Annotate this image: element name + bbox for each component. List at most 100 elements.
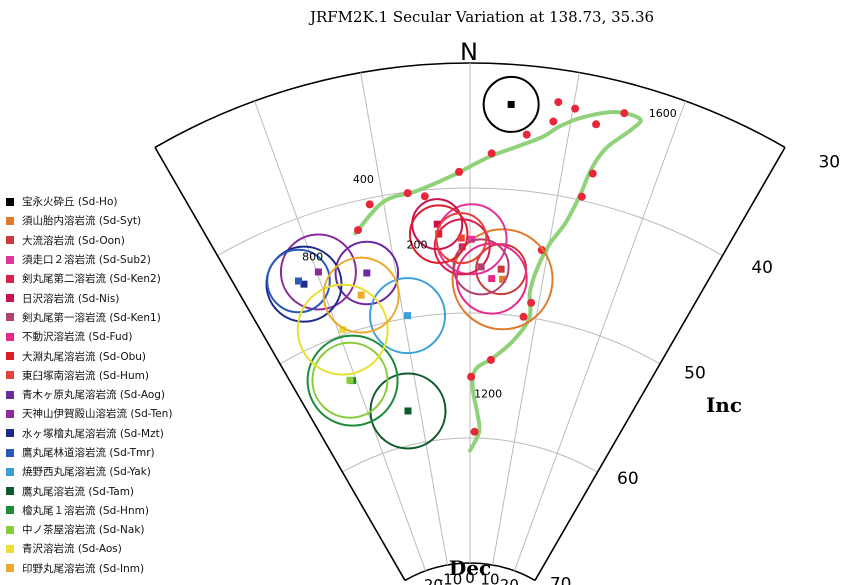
curve-point — [527, 298, 536, 307]
legend-swatch — [6, 332, 14, 341]
age-label-layer: 1600 400 800 200 1200 — [302, 107, 677, 400]
curve-point — [487, 149, 496, 158]
curve-point — [403, 189, 412, 198]
curve-point — [470, 427, 479, 436]
legend-item: 中ノ茶屋溶岩流 (Sd-Nak) — [6, 520, 172, 539]
legend-item: 宝永火砕丘 (Sd-Ho) — [6, 192, 172, 211]
secular-variation-curve — [353, 98, 643, 453]
legend-swatch — [6, 371, 14, 380]
legend-swatch — [6, 448, 14, 457]
inc-tick-label: 50 — [684, 364, 706, 384]
site-mean-marker — [357, 291, 365, 299]
legend: 宝永火砕丘 (Sd-Ho) 須山胎内溶岩流 (Sd-Syt) 大流溶岩流 (Sd-O… — [6, 192, 172, 578]
legend-item: 鷹丸尾林道溶岩流 (Sd-Tmr) — [6, 443, 172, 462]
site-mean-marker — [497, 265, 505, 273]
curve-point — [592, 120, 601, 129]
curve-point — [420, 192, 429, 201]
site-a95-circle — [334, 240, 400, 306]
site-a95-circle — [296, 283, 389, 376]
dec-tick-label: 0 — [465, 569, 475, 585]
site-mean-marker — [457, 234, 465, 242]
legend-swatch — [6, 216, 14, 225]
site-mean-marker — [363, 269, 371, 277]
dec-tick-label: -20 — [418, 576, 443, 585]
legend-swatch — [6, 564, 14, 573]
legend-item: 須山胎内溶岩流 (Sd-Syt) — [6, 211, 172, 230]
legend-label: 天神山伊賀殿山溶岩流 (Sd-Ten) — [22, 408, 173, 421]
legend-label: 宝永火砕丘 (Sd-Ho) — [22, 196, 118, 209]
legend-swatch — [6, 255, 14, 264]
curve-point — [486, 355, 495, 364]
site-a95-circle — [369, 277, 447, 355]
site-mean-marker — [507, 100, 515, 108]
site-mean-marker — [404, 407, 412, 415]
curve-point — [571, 104, 580, 113]
site-mean-marker — [300, 280, 308, 288]
curve-point — [577, 192, 586, 201]
legend-label: 印野丸尾溶岩流 (Sd-Inm) — [22, 562, 145, 575]
legend-label: 不動沢溶岩流 (Sd-Fud) — [22, 331, 133, 344]
legend-swatch — [6, 409, 14, 418]
legend-swatch — [6, 352, 14, 361]
legend-item: 檜丸尾１溶岩流 (Sd-Hnm) — [6, 501, 172, 520]
legend-swatch — [6, 294, 14, 303]
legend-item: 日沢溶岩流 (Sd-Nis) — [6, 288, 172, 307]
polar-grid: -30-20-1001020303040506070 — [154, 62, 840, 585]
site-mean-marker — [477, 263, 485, 271]
inc-tick-label: 70 — [550, 574, 572, 585]
legend-label: 大淵丸尾溶岩流 (Sd-Obu) — [22, 350, 147, 363]
legend-label: 須山胎内溶岩流 (Sd-Syt) — [22, 215, 142, 228]
curve-point — [588, 169, 597, 178]
inc-tick-label: 60 — [617, 469, 639, 489]
site-mean-marker — [404, 312, 412, 320]
legend-item: 青木ヶ原丸尾溶岩流 (Sd-Aog) — [6, 385, 172, 404]
site-a95-circle — [451, 228, 554, 331]
chart-title: JRFM2K.1 Secular Variation at 138.73, 35… — [308, 8, 654, 26]
legend-swatch — [6, 506, 14, 515]
legend-label: 鷹丸尾林道溶岩流 (Sd-Tmr) — [22, 447, 155, 459]
legend-label: 剣丸尾第二溶岩流 (Sd-Ken2) — [22, 273, 161, 286]
site-a95-circle — [455, 242, 528, 315]
curve-point — [549, 117, 558, 126]
dec-gridline-30 — [534, 147, 786, 581]
site-mean-marker — [295, 277, 303, 285]
legend-label: 焼野西丸尾溶岩流 (Sd-Yak) — [22, 466, 151, 479]
curve-point — [554, 98, 563, 107]
age-label: 1200 — [474, 387, 502, 400]
site-a95-circle — [311, 341, 389, 419]
age-label: 800 — [302, 251, 323, 264]
site-mean-marker — [499, 275, 507, 283]
dec-gridline-10 — [492, 72, 580, 566]
legend-label: 鷹丸尾溶岩流 (Sd-Tam) — [22, 485, 135, 498]
legend-swatch — [6, 544, 14, 553]
legend-swatch — [6, 525, 14, 534]
dec-gridline--10 — [360, 72, 448, 566]
legend-swatch — [6, 236, 14, 245]
site-a95-circle — [408, 204, 469, 264]
site-mean-marker — [314, 268, 322, 276]
site-series-layer — [265, 75, 554, 450]
site-a95-circle — [279, 233, 357, 311]
legend-label: 剣丸尾第一溶岩流 (Sd-Ken1) — [22, 311, 161, 324]
site-mean-marker — [468, 235, 476, 243]
legend-swatch — [6, 313, 14, 322]
x-axis-title: Dec — [449, 556, 491, 580]
legend-swatch — [6, 390, 14, 399]
legend-swatch — [6, 274, 14, 283]
legend-label: 須走口２溶岩流 (Sd-Sub2) — [22, 254, 151, 267]
site-mean-marker — [346, 376, 354, 384]
inc-gridline-70 — [404, 562, 536, 582]
legend-label: 檜丸尾１溶岩流 (Sd-Hnm) — [22, 504, 149, 517]
dec-gridline--20 — [254, 100, 427, 572]
dec-gridline-20 — [513, 100, 686, 572]
legend-item: 剣丸尾第一溶岩流 (Sd-Ken1) — [6, 308, 172, 327]
site-a95-circle — [435, 212, 488, 265]
age-label: 400 — [353, 173, 374, 186]
site-a95-circle — [482, 75, 540, 133]
curve-point — [365, 200, 374, 209]
curve-point — [354, 226, 363, 235]
legend-item: 印野丸尾溶岩流 (Sd-Inm) — [6, 559, 172, 578]
dec-tick-label: 10 — [480, 571, 499, 585]
dec-gridline--30 — [154, 147, 406, 581]
